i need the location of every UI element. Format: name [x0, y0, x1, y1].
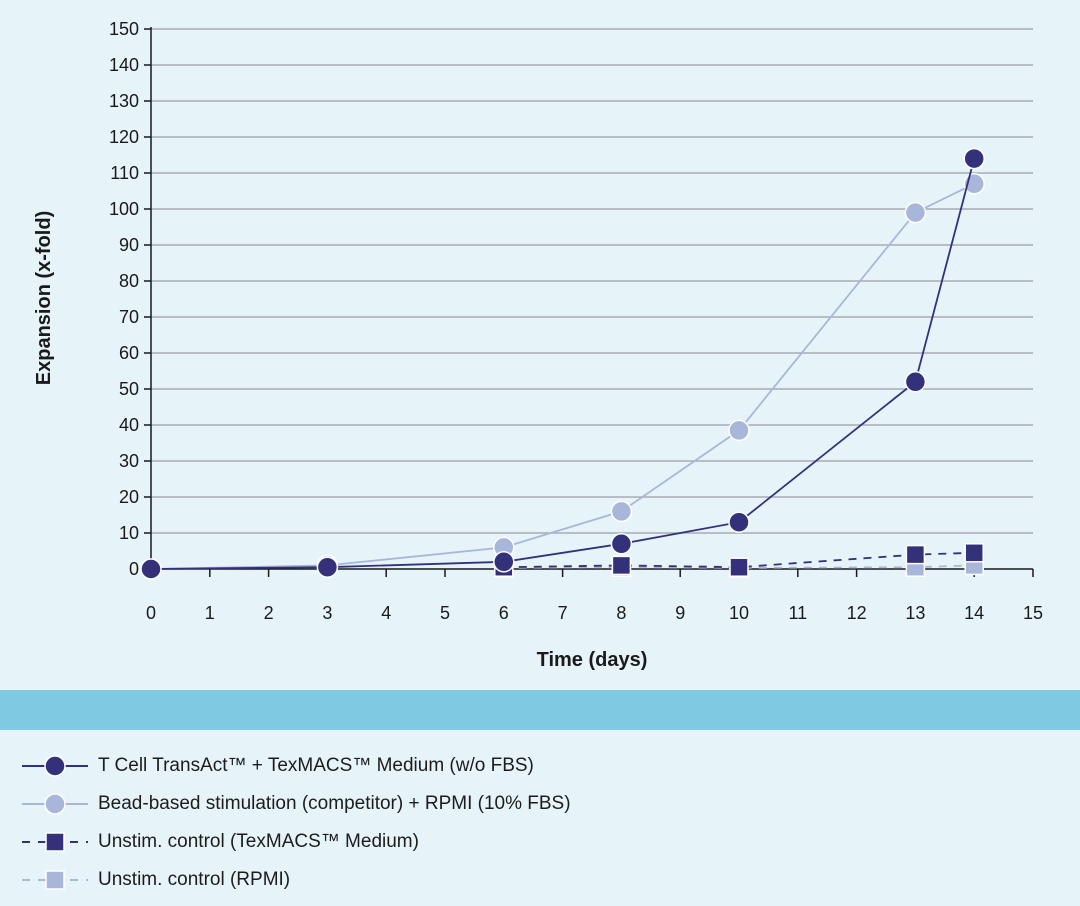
x-tick-label: 2	[264, 603, 274, 623]
data-point	[904, 371, 927, 393]
y-tick-label: 100	[109, 199, 139, 219]
y-tick-label: 60	[119, 343, 139, 363]
divider-band	[0, 690, 1080, 730]
data-point	[610, 500, 633, 523]
data-point	[610, 533, 633, 555]
data-point	[316, 556, 339, 578]
y-tick-label: 0	[129, 559, 139, 579]
y-tick-label: 110	[110, 163, 139, 183]
data-point	[964, 543, 984, 563]
y-tick-label: 90	[119, 235, 139, 255]
x-tick-label: 3	[322, 603, 332, 623]
legend-marker-light-square	[22, 870, 88, 890]
data-point	[905, 544, 926, 565]
y-tick-label: 30	[119, 451, 139, 471]
data-point	[493, 551, 515, 573]
data-point	[729, 557, 749, 577]
data-point	[904, 201, 927, 224]
data-point	[728, 511, 750, 533]
legend-item-unstim-texmacs: Unstim. control (TexMACS™ Medium)	[20, 823, 419, 861]
legend-label: Bead-based stimulation (competitor) + RP…	[98, 793, 571, 814]
series-0	[140, 147, 985, 580]
legend-marker-dark-circle	[22, 755, 88, 777]
x-tick-label: 8	[616, 603, 626, 623]
series-line	[503, 551, 975, 569]
series-line	[503, 564, 975, 569]
legend-label: Unstim. control (RPMI)	[98, 869, 291, 890]
data-point	[728, 419, 750, 442]
x-tick-label: 5	[440, 603, 450, 623]
y-tick-label: 130	[109, 91, 139, 111]
x-tick-label: 12	[847, 603, 867, 623]
y-tick-label: 150	[109, 19, 139, 39]
data-point	[611, 555, 632, 576]
x-tick-label: 15	[1023, 603, 1043, 623]
x-tick-label: 13	[905, 603, 925, 623]
x-tick-label: 11	[788, 603, 807, 623]
legend-item-unstim-rpmi: Unstim. control (RPMI)	[20, 861, 290, 899]
y-tick-label: 10	[119, 523, 139, 543]
series-line	[150, 158, 976, 570]
legend-item-bead-based: Bead-based stimulation (competitor) + RP…	[20, 785, 571, 823]
legend: T Cell TransAct™ + TexMACS™ Medium (w/o …	[0, 730, 1080, 906]
series-line	[150, 182, 975, 570]
legend-label: Unstim. control (TexMACS™ Medium)	[98, 831, 419, 852]
series-1	[140, 173, 985, 580]
legend-label: T Cell TransAct™ + TexMACS™ Medium (w/o …	[98, 755, 534, 776]
data-point	[963, 147, 985, 170]
y-axis-label: Expansion (x-fold)	[33, 211, 55, 385]
y-tick-label: 120	[109, 127, 139, 147]
y-tick-label: 80	[119, 271, 139, 291]
x-axis-label: Time (days)	[537, 649, 648, 671]
x-tick-label: 9	[675, 603, 685, 623]
legend-marker-dark-square	[22, 832, 88, 852]
y-tick-label: 20	[119, 487, 139, 507]
x-tick-label: 7	[558, 603, 568, 623]
y-tick-label: 50	[119, 379, 139, 399]
x-tick-label: 0	[146, 603, 156, 623]
series	[140, 147, 985, 580]
y-tick-label: 40	[119, 415, 139, 435]
x-tick-label: 10	[729, 603, 749, 623]
legend-marker-light-circle	[22, 793, 88, 815]
grid-lines	[151, 28, 1033, 534]
y-tick-label: 140	[109, 55, 139, 75]
legend-item-transact: T Cell TransAct™ + TexMACS™ Medium (w/o …	[20, 747, 534, 785]
x-tick-label: 4	[381, 603, 391, 623]
x-tick-label: 14	[964, 603, 984, 623]
y-tick-label: 70	[119, 307, 139, 327]
x-tick-label: 6	[499, 603, 509, 623]
x-tick-label: 1	[205, 603, 215, 623]
data-point	[140, 558, 162, 580]
